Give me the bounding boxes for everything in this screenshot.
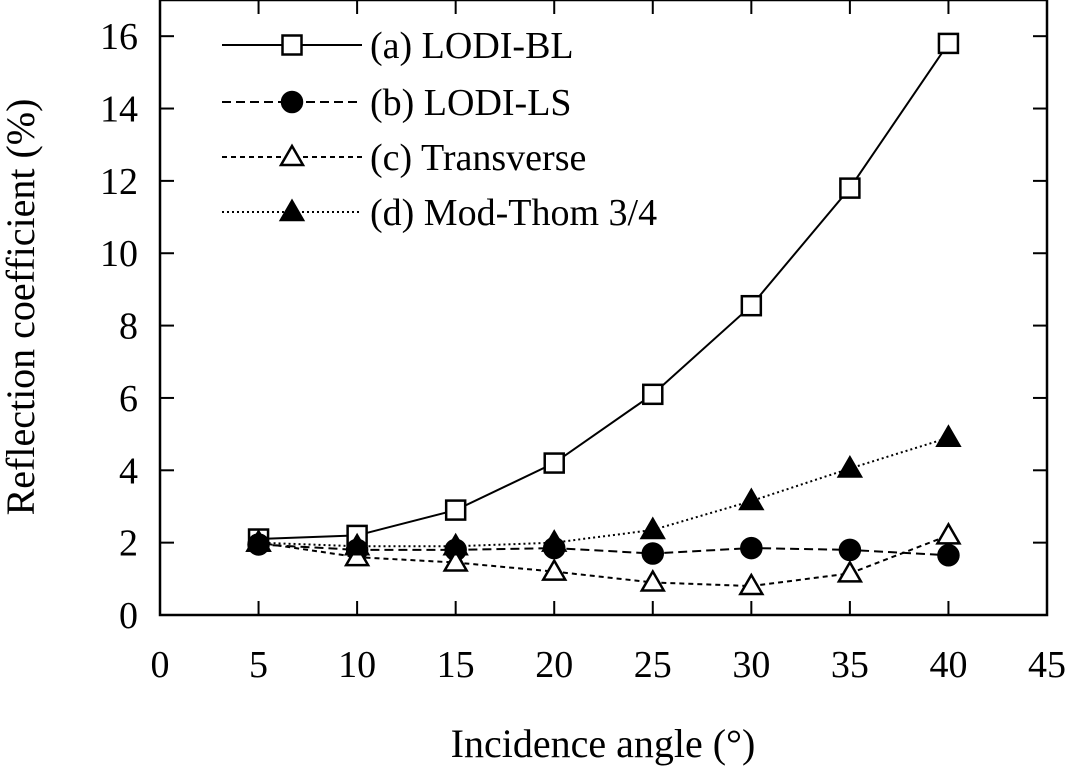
data-point xyxy=(839,177,861,199)
series-line xyxy=(258,534,949,588)
series-2 xyxy=(258,543,949,557)
series-1 xyxy=(258,42,950,541)
x-tick-label: 5 xyxy=(249,644,268,686)
data-point xyxy=(642,383,664,406)
tick-marks xyxy=(159,0,1048,616)
y-tick-label: 0 xyxy=(119,595,138,637)
data-point xyxy=(442,532,469,556)
legend-entry: (a) LODI-BL xyxy=(222,25,574,67)
legend-label: (a) LODI-BL xyxy=(370,25,574,67)
legend-label: (b) LODI-LS xyxy=(370,82,572,124)
data-point xyxy=(641,542,665,565)
series-line xyxy=(258,543,949,557)
data-point xyxy=(639,516,666,540)
x-axis-label: Incidence angle (°) xyxy=(451,721,756,766)
x-tick-label: 40 xyxy=(929,644,967,686)
y-axis-label: Reflection coefficient (%) xyxy=(0,99,43,516)
legend-marker xyxy=(281,34,303,56)
x-tick-label: 35 xyxy=(831,644,869,686)
legend-entry: (b) LODI-LS xyxy=(222,82,572,124)
x-tick-label: 45 xyxy=(1028,644,1066,686)
data-point xyxy=(541,529,568,552)
data-point xyxy=(639,568,666,592)
data-point xyxy=(740,536,763,560)
data-point xyxy=(836,454,864,478)
series-layer xyxy=(245,32,962,596)
legend-label: (d) Mod-Thom 3/4 xyxy=(370,192,657,234)
series-4-markers xyxy=(245,424,962,556)
series-4 xyxy=(258,436,949,548)
y-tick-label: 12 xyxy=(100,161,138,203)
y-tick-label: 14 xyxy=(100,89,138,131)
legend-marker xyxy=(278,198,306,222)
data-point xyxy=(937,544,960,567)
legend: (a) LODI-BL (b) LODI-LS (c) Transverse (d) … xyxy=(222,25,657,234)
y-tick-label: 4 xyxy=(119,450,138,492)
x-tick-label: 15 xyxy=(437,644,475,686)
series-3 xyxy=(258,534,949,588)
x-tick-label: 25 xyxy=(634,644,672,686)
data-point xyxy=(738,487,765,511)
data-point xyxy=(343,532,371,556)
legend-entry: (c) Transverse xyxy=(222,137,586,179)
data-point xyxy=(444,499,467,521)
x-tick-label: 10 xyxy=(338,644,376,686)
data-point xyxy=(543,452,565,474)
y-tick-label: 2 xyxy=(119,523,138,565)
y-tick-label: 16 xyxy=(100,16,138,58)
data-point xyxy=(442,549,469,572)
data-point xyxy=(343,543,371,567)
plot-frame xyxy=(158,0,1049,617)
data-point xyxy=(838,538,862,562)
legend-entry: (d) Mod-Thom 3/4 xyxy=(222,192,657,234)
y-tick-label: 6 xyxy=(119,378,138,420)
data-point xyxy=(245,529,272,552)
data-point xyxy=(937,32,960,55)
y-tick-label: 10 xyxy=(100,233,138,275)
legend-marker xyxy=(278,143,306,167)
data-point xyxy=(738,572,765,596)
data-point xyxy=(740,294,763,317)
series-line xyxy=(258,436,949,548)
x-tick-label: 0 xyxy=(151,644,170,686)
tick-labels: 0 5 10 15 20 25 30 35 40 45 0 2 4 6 8 10 12 14 16 xyxy=(100,16,1066,686)
series-line xyxy=(258,42,950,541)
legend-label: (c) Transverse xyxy=(370,137,586,179)
data-point xyxy=(935,424,962,447)
x-tick-label: 20 xyxy=(535,644,573,686)
y-tick-label: 8 xyxy=(119,306,138,348)
x-tick-label: 30 xyxy=(732,644,770,686)
data-point xyxy=(541,558,568,581)
legend-marker xyxy=(280,90,304,114)
data-point xyxy=(836,559,864,583)
data-point xyxy=(935,521,962,545)
